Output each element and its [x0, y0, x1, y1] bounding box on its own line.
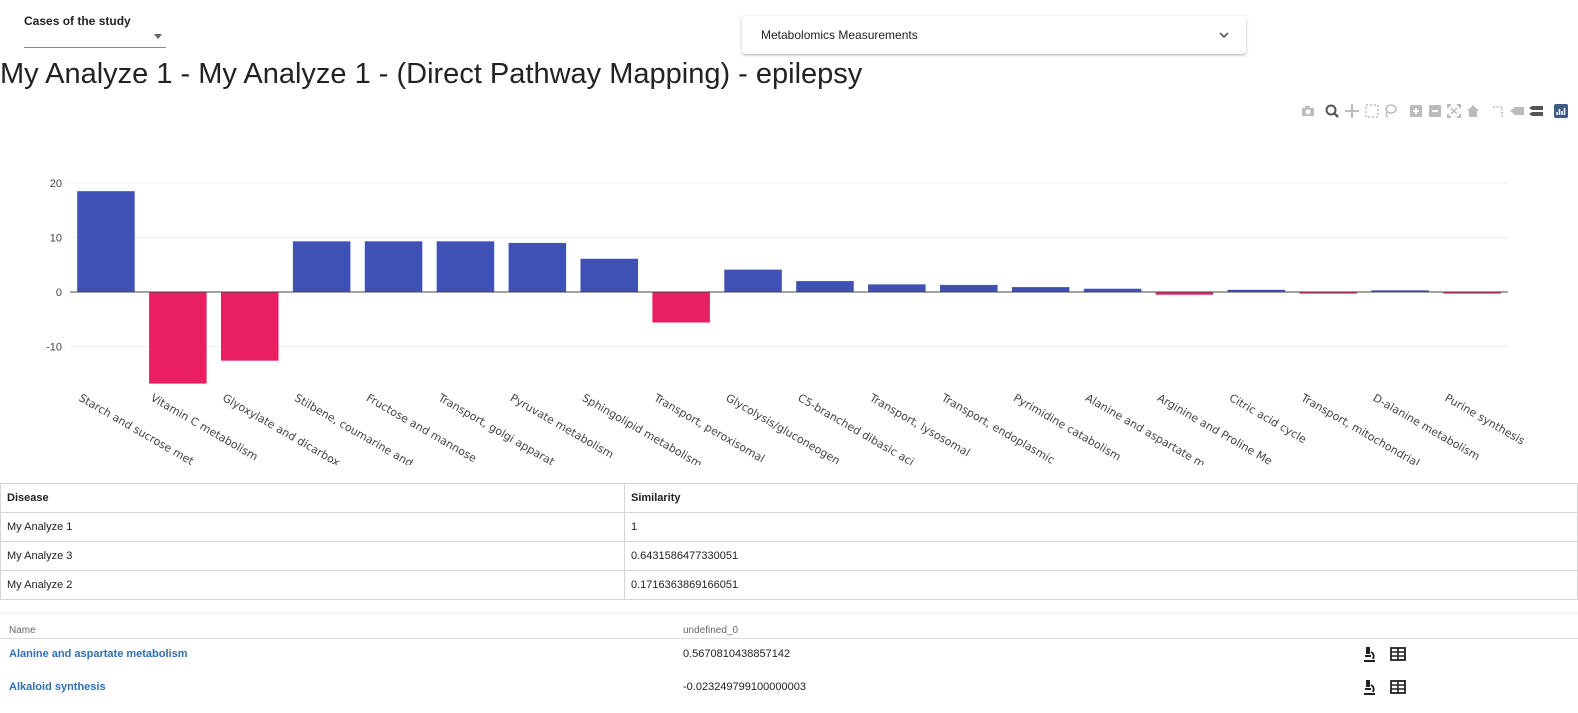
- list-item: Alkaloid synthesis -0.023249799100000003: [0, 678, 1578, 706]
- column-header-name[interactable]: Name: [9, 625, 36, 636]
- bar: [220, 292, 279, 361]
- bar: [1083, 288, 1142, 292]
- disease-cell: My Analyze 2: [0, 570, 625, 600]
- bar: [1371, 290, 1429, 292]
- cases-label: Cases of the study: [24, 14, 131, 28]
- pathway-value: 0.5670810438857142: [683, 648, 791, 660]
- bar: [436, 241, 495, 292]
- y-tick-label: 20: [50, 178, 62, 190]
- y-tick-label: -10: [46, 342, 62, 354]
- bar: [724, 269, 782, 292]
- table-icon[interactable]: [1389, 678, 1407, 696]
- column-header-disease[interactable]: Disease: [0, 483, 625, 513]
- reset-axes-icon[interactable]: [1465, 103, 1481, 119]
- column-header-similarity[interactable]: Similarity: [624, 483, 1578, 513]
- autoscale-icon[interactable]: [1446, 103, 1462, 119]
- bar: [292, 241, 351, 292]
- bar: [149, 292, 207, 384]
- bar: [939, 284, 998, 292]
- zoom-icon[interactable]: [1324, 103, 1340, 119]
- box-select-icon[interactable]: [1364, 103, 1380, 119]
- lasso-icon[interactable]: [1382, 103, 1398, 119]
- bar: [796, 281, 854, 292]
- disease-cell: My Analyze 3: [0, 541, 625, 571]
- measurements-dropdown[interactable]: Metabolomics Measurements: [742, 16, 1246, 54]
- bar: [1011, 287, 1070, 292]
- chart-modebar: [1298, 103, 1570, 121]
- chevron-down-icon: [154, 34, 162, 39]
- plotly-logo-icon[interactable]: [1553, 103, 1569, 119]
- bar: [652, 292, 710, 323]
- bar: [1443, 292, 1501, 294]
- list-item: Alanine and aspartate metabolism 0.56708…: [0, 645, 1578, 673]
- bar: [868, 284, 926, 292]
- table-row: My Analyze 2 0.1716363869166051: [0, 570, 1578, 600]
- page-title: My Analyze 1 - My Analyze 1 - (Direct Pa…: [0, 58, 863, 90]
- table-header-row: Disease Similarity: [0, 483, 1578, 513]
- table-row: My Analyze 3 0.6431586477330051: [0, 541, 1578, 571]
- disease-cell: My Analyze 1: [0, 512, 625, 542]
- hover-compare-icon[interactable]: [1528, 103, 1544, 119]
- camera-icon[interactable]: [1300, 103, 1316, 119]
- bar: [1155, 292, 1214, 295]
- bar: [580, 258, 639, 292]
- bar: [77, 191, 135, 292]
- section-divider: [0, 612, 1578, 615]
- zoom-in-icon[interactable]: [1408, 103, 1424, 119]
- bar: [508, 242, 567, 292]
- bar: [1227, 289, 1286, 292]
- table-row: My Analyze 1 1: [0, 512, 1578, 542]
- similarity-cell: 0.6431586477330051: [624, 541, 1578, 571]
- y-tick-label: 0: [56, 287, 62, 299]
- similarity-cell: 0.1716363869166051: [624, 570, 1578, 600]
- x-tick-label: Starch and sucrose met: [76, 391, 196, 465]
- cases-select[interactable]: [24, 26, 166, 48]
- table-icon[interactable]: [1389, 645, 1407, 663]
- hover-closest-icon[interactable]: [1509, 103, 1525, 119]
- chevron-down-icon: [1219, 32, 1229, 39]
- similarity-table: Disease Similarity My Analyze 1 1 My Ana…: [0, 483, 1578, 600]
- pan-icon[interactable]: [1344, 103, 1360, 119]
- microscope-icon[interactable]: [1360, 645, 1378, 663]
- bar: [364, 241, 423, 292]
- microscope-icon[interactable]: [1360, 678, 1378, 696]
- x-tick-label: Transport, mitochondrial: [1298, 391, 1422, 465]
- pathway-link[interactable]: Alkaloid synthesis: [9, 681, 106, 693]
- spike-lines-icon[interactable]: [1490, 103, 1506, 119]
- similarity-cell: 1: [624, 512, 1578, 542]
- column-header-value[interactable]: undefined_0: [683, 625, 739, 636]
- pathway-value: -0.023249799100000003: [683, 681, 806, 693]
- zoom-out-icon[interactable]: [1427, 103, 1443, 119]
- pathway-link[interactable]: Alanine and aspartate metabolism: [9, 648, 188, 660]
- y-tick-label: 10: [50, 233, 62, 245]
- bar: [1299, 292, 1358, 294]
- header-divider: [0, 638, 1578, 639]
- measurements-label: Metabolomics Measurements: [761, 28, 918, 42]
